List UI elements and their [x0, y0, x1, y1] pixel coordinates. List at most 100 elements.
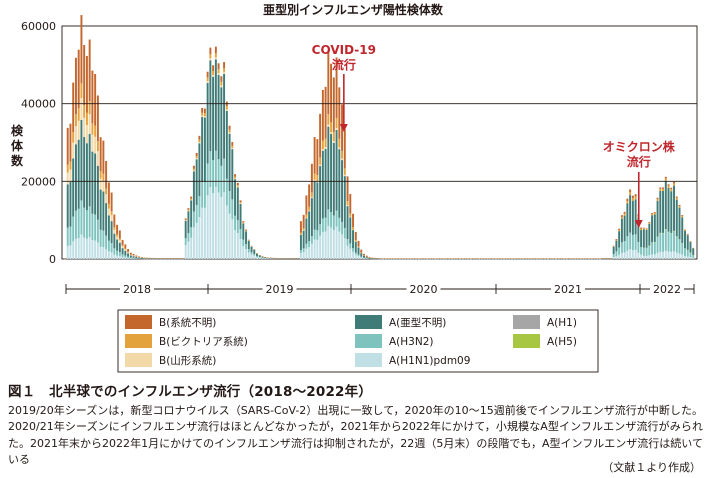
- bar-segment: [72, 142, 75, 159]
- bar-segment: [692, 254, 695, 258]
- bar-segment: [634, 234, 637, 250]
- bar-segment: [220, 76, 223, 82]
- bar-segment: [343, 129, 346, 169]
- bar-segment: [620, 215, 623, 217]
- bar-segment: [659, 233, 662, 252]
- bar-segment: [261, 258, 264, 259]
- bar-segment: [217, 63, 220, 70]
- bar-segment: [324, 86, 327, 139]
- bar-segment: [332, 229, 335, 259]
- bar-segment: [327, 209, 330, 226]
- bar-segment: [335, 130, 338, 211]
- bar-segment: [256, 256, 258, 258]
- year-label: 2018: [123, 283, 151, 296]
- bar-segment: [107, 203, 110, 209]
- bar-segment: [217, 73, 220, 76]
- bar-segment: [85, 238, 88, 259]
- bar-segment: [184, 219, 187, 221]
- bar-segment: [308, 210, 311, 212]
- bar-segment: [66, 164, 69, 173]
- bar-segment: [670, 191, 673, 233]
- bar-segment: [214, 150, 217, 187]
- bar-segment: [69, 181, 72, 227]
- bar-segment: [187, 233, 190, 242]
- bar-segment: [77, 139, 80, 209]
- bar-segment: [308, 184, 311, 207]
- bar-segment: [335, 210, 338, 227]
- bar-segment: [253, 249, 256, 254]
- bar-segment: [684, 256, 686, 259]
- bar-segment: [308, 206, 311, 211]
- bar-segment: [368, 257, 371, 259]
- bar-segment: [360, 257, 363, 259]
- bar-segment: [626, 203, 629, 237]
- bar-segment: [670, 233, 673, 252]
- bar-segment: [349, 248, 352, 259]
- bar-segment: [346, 201, 349, 206]
- bar-segment: [105, 235, 108, 250]
- bar-segment: [365, 255, 368, 257]
- bar-segment: [129, 252, 132, 255]
- bar-segment: [360, 253, 363, 257]
- bar-segment: [324, 148, 327, 218]
- bar-segment: [267, 257, 269, 259]
- bar-segment: [357, 254, 360, 257]
- bar-segment: [184, 245, 187, 259]
- bar-segment: [127, 252, 130, 254]
- annotation-arrowhead: [339, 124, 348, 132]
- bar-segment: [634, 249, 637, 259]
- bar-segment: [662, 188, 665, 191]
- bar-segment: [195, 152, 198, 157]
- bar-segment: [118, 242, 121, 253]
- bar-segment: [640, 247, 643, 255]
- bar-segment: [354, 241, 357, 253]
- bar-segment: [203, 116, 206, 118]
- bar-segment: [245, 230, 248, 232]
- bar-segment: [678, 207, 681, 240]
- bar-segment: [299, 221, 302, 233]
- bar-segment: [330, 227, 333, 259]
- bar-segment: [228, 191, 231, 214]
- bar-segment: [239, 202, 242, 204]
- bar-segment: [357, 256, 360, 259]
- bar-segment: [212, 71, 215, 75]
- bar-segment: [231, 147, 234, 150]
- bar-segment: [105, 203, 108, 236]
- bar-segment: [675, 196, 678, 198]
- bar-segment: [209, 151, 212, 188]
- bar-segment: [66, 227, 69, 246]
- bar-segment: [94, 73, 97, 126]
- bar-segment: [198, 196, 201, 218]
- bar-segment: [363, 258, 365, 259]
- bar-segment: [187, 211, 190, 234]
- bar-segment: [327, 126, 330, 210]
- bar-segment: [105, 194, 108, 204]
- bar-segment: [673, 231, 675, 252]
- bar-segment: [642, 247, 645, 256]
- bar-segment: [138, 256, 141, 258]
- bar-segment: [206, 82, 209, 164]
- bar-segment: [618, 228, 621, 230]
- bar-segment: [626, 236, 629, 251]
- bar-segment: [675, 252, 678, 259]
- bar-segment: [140, 257, 143, 258]
- bar-segment: [91, 123, 94, 135]
- bar-segment: [201, 112, 204, 116]
- bar-segment: [656, 197, 659, 199]
- bar-segment: [66, 172, 69, 185]
- bar-segment: [250, 254, 253, 259]
- bar-segment: [648, 255, 651, 259]
- bar-segment: [236, 182, 239, 186]
- bar-segment: [234, 178, 237, 180]
- bar-segment: [206, 195, 209, 259]
- bar-segment: [118, 240, 121, 243]
- bar-segment: [239, 203, 242, 230]
- bar-segment: [341, 150, 344, 159]
- bar-segment: [305, 217, 308, 219]
- bar-segment: [352, 230, 355, 249]
- bar-segment: [74, 238, 77, 259]
- bar-segment: [686, 256, 689, 259]
- bar-segment: [223, 158, 226, 193]
- legend-label: A(H3N2): [389, 336, 434, 348]
- bar-segment: [319, 235, 322, 259]
